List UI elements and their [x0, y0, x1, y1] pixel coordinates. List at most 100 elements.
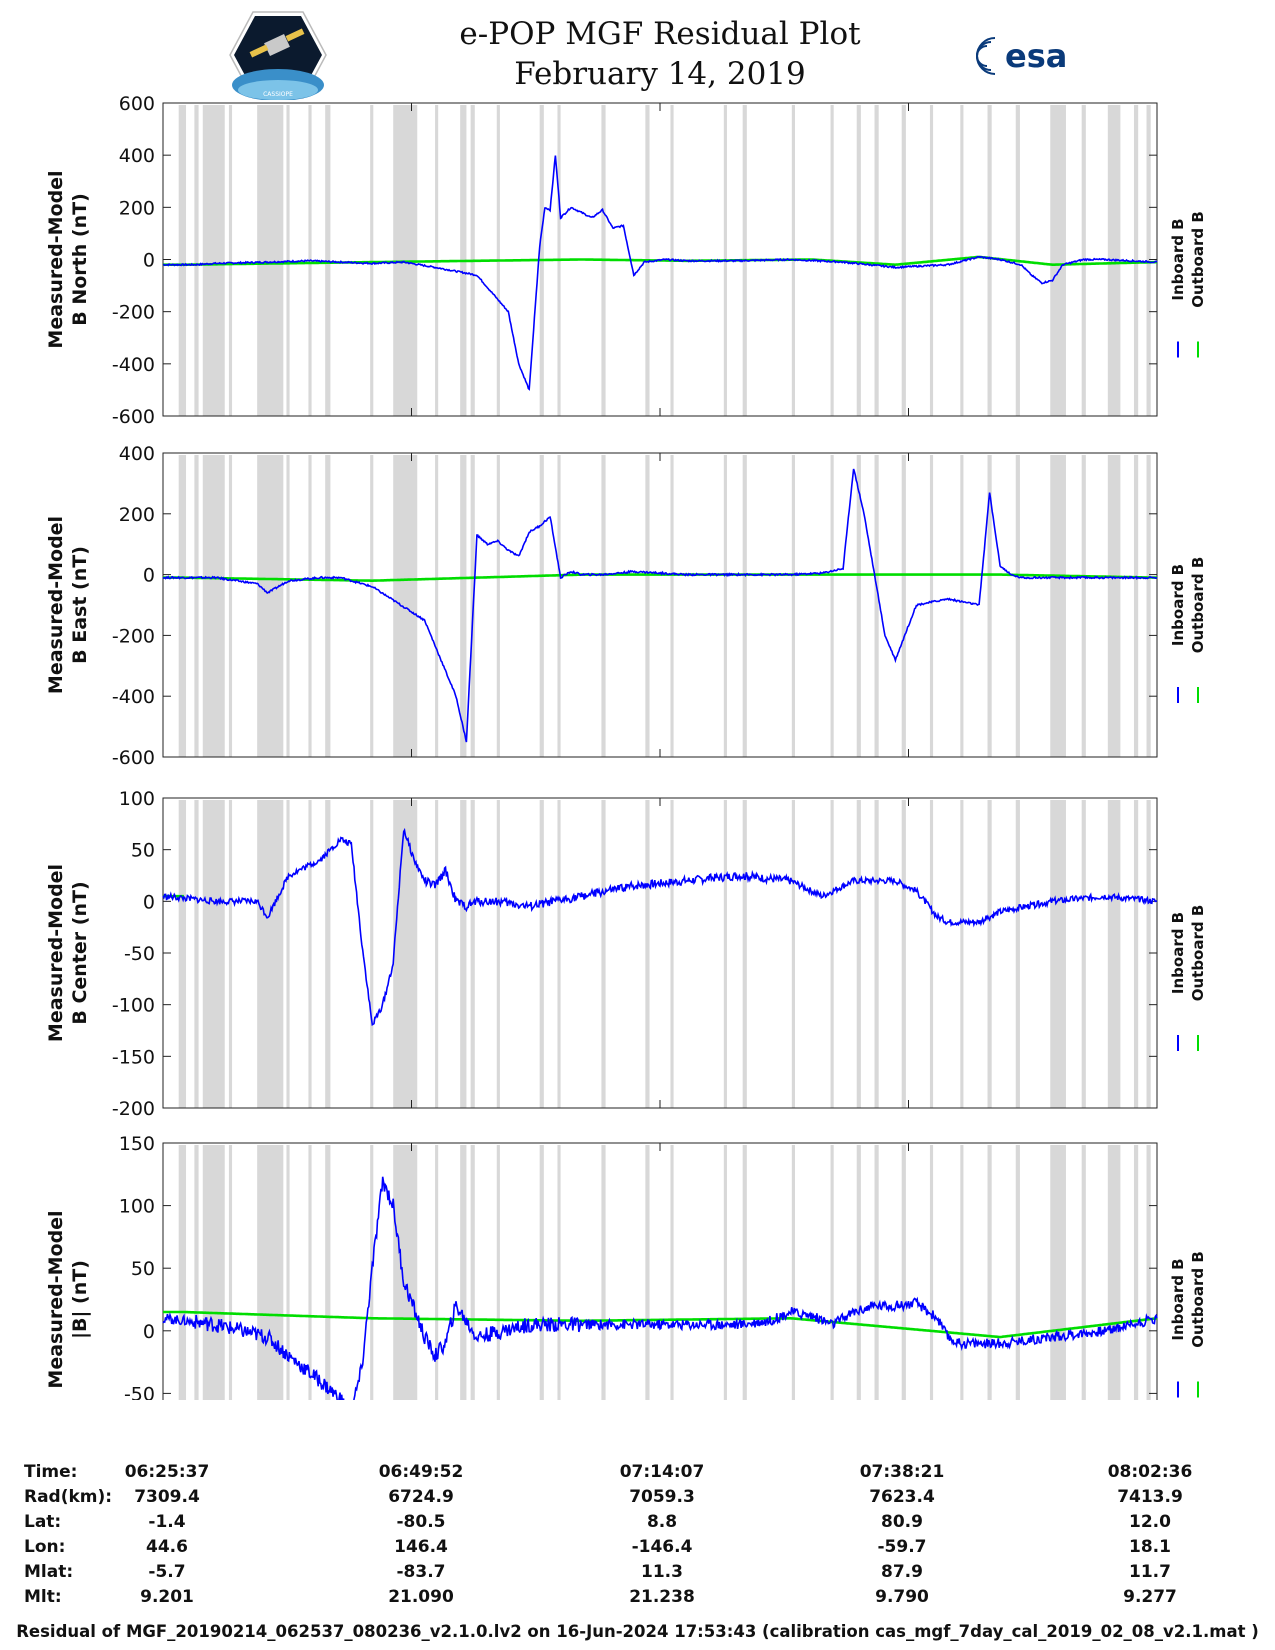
gap-band — [987, 800, 992, 1108]
gap-band — [194, 1145, 199, 1400]
info-cell: 11.7 — [1129, 1562, 1171, 1582]
info-row: Lat: -1.4 -80.5 8.8 80.9 12.0 — [0, 1512, 1275, 1536]
y-tick-label: -400 — [112, 686, 155, 708]
gap-band — [1050, 800, 1066, 1108]
info-cell: 21.090 — [388, 1587, 454, 1607]
gap-band — [370, 455, 374, 757]
gap-band — [325, 1145, 331, 1400]
gap-band — [1146, 105, 1151, 416]
info-row-label: Lon: — [24, 1537, 66, 1557]
y-tick-label: 200 — [119, 197, 155, 219]
gap-band — [257, 800, 284, 1108]
gap-band — [987, 105, 992, 416]
gap-band — [194, 800, 199, 1108]
gap-band — [960, 800, 964, 1108]
info-cell: 8.8 — [646, 1512, 678, 1532]
gap-band — [370, 800, 374, 1108]
gap-band — [929, 455, 934, 757]
plot-frame — [162, 797, 1158, 1109]
gap-band — [460, 800, 467, 1108]
title-line-1: e-POP MGF Residual Plot — [459, 16, 861, 52]
gap-band — [645, 800, 650, 1108]
gap-band — [393, 455, 418, 757]
info-row-label: Time: — [24, 1462, 78, 1482]
info-cell: 7309.4 — [134, 1487, 200, 1507]
y-tick-label: 200 — [119, 504, 155, 526]
gap-band — [1133, 105, 1139, 416]
gap-band — [901, 800, 906, 1108]
gap-band — [539, 455, 544, 757]
info-cell: 06:25:37 — [124, 1462, 210, 1482]
gap-band — [257, 105, 284, 416]
info-cell: 87.9 — [881, 1562, 923, 1582]
orbit-info-table: Time: 06:25:37 06:49:52 07:14:07 07:38:21 08:… — [0, 1462, 1275, 1622]
gap-band — [393, 1145, 418, 1400]
gap-band — [1146, 800, 1151, 1108]
info-cell: 21.238 — [629, 1587, 695, 1607]
gap-band — [1050, 455, 1066, 757]
gap-band — [460, 455, 467, 757]
y-tick-label: 400 — [119, 145, 155, 167]
footer-caption: Residual of MGF_20190214_062537_080236_v… — [16, 1622, 1259, 1641]
gap-band — [929, 1145, 934, 1400]
esa-wordmark: esa — [1005, 37, 1067, 75]
plot-title: e-POP MGF Residual Plot February 14, 201… — [400, 14, 920, 94]
gap-band — [601, 800, 606, 1108]
gap-band — [742, 800, 747, 1108]
legend-outboard-label: Outboard B — [1189, 1251, 1207, 1348]
chart-panel-2: 400 200 0 -200 -400 -600 Measured-Model B East … — [45, 443, 1207, 769]
gap-band — [1107, 800, 1121, 1108]
gap-band — [1133, 455, 1139, 757]
gap-band — [723, 800, 727, 1108]
info-cell: -80.5 — [396, 1512, 446, 1532]
legend-inboard-label: Inboard B — [1169, 912, 1187, 994]
info-row-label: Lat: — [24, 1512, 62, 1532]
info-cell: 06:49:52 — [378, 1462, 464, 1482]
gap-band — [645, 1145, 650, 1400]
gap-band — [1133, 800, 1139, 1108]
gap-band — [1146, 455, 1151, 757]
gap-band — [1015, 455, 1020, 757]
info-cell: 6724.9 — [388, 1487, 454, 1507]
info-cell: -5.7 — [148, 1562, 186, 1582]
gap-band — [435, 1145, 439, 1400]
gap-band — [987, 455, 992, 757]
chart-panel-3: 100 50 0 -50 -100 -150 -200 Measured-Model B Cen… — [45, 788, 1207, 1120]
legend-outboard-label: Outboard B — [1189, 211, 1207, 308]
gap-band — [1015, 1145, 1020, 1400]
gap-band — [670, 800, 674, 1108]
gap-band — [470, 1145, 475, 1400]
y-tick-label: 0 — [143, 565, 155, 587]
y-tick-label: -50 — [124, 1383, 155, 1400]
series-line-inboard — [162, 155, 1158, 391]
gap-band — [308, 800, 312, 1108]
gap-band — [874, 1145, 879, 1400]
gap-band — [202, 105, 225, 416]
info-cell: 9.201 — [140, 1587, 194, 1607]
info-row-label: Rad(km): — [24, 1487, 113, 1507]
gap-band — [874, 105, 879, 416]
gap-band — [228, 1145, 233, 1400]
gap-band — [856, 105, 861, 416]
gap-band — [856, 800, 861, 1108]
info-cell: 80.9 — [881, 1512, 923, 1532]
gap-band — [194, 105, 199, 416]
gap-band — [557, 1145, 561, 1400]
y-tick-label: 100 — [119, 788, 155, 810]
plot-frame — [162, 1142, 1158, 1400]
gap-band — [1015, 800, 1020, 1108]
gap-band — [178, 105, 187, 416]
info-cell: -146.4 — [631, 1537, 693, 1557]
y-tick-label: 600 — [119, 93, 155, 115]
info-cell: 9.277 — [1123, 1587, 1177, 1607]
gap-band — [194, 455, 199, 757]
gap-band — [496, 800, 500, 1108]
gap-band — [370, 105, 374, 416]
info-cell: 7623.4 — [869, 1487, 935, 1507]
gap-band — [723, 1145, 727, 1400]
gap-band — [178, 1145, 187, 1400]
cassiope-logo: CASSIOPE — [229, 11, 327, 100]
info-row: Time: 06:25:37 06:49:52 07:14:07 07:38:21 08:… — [0, 1462, 1275, 1486]
